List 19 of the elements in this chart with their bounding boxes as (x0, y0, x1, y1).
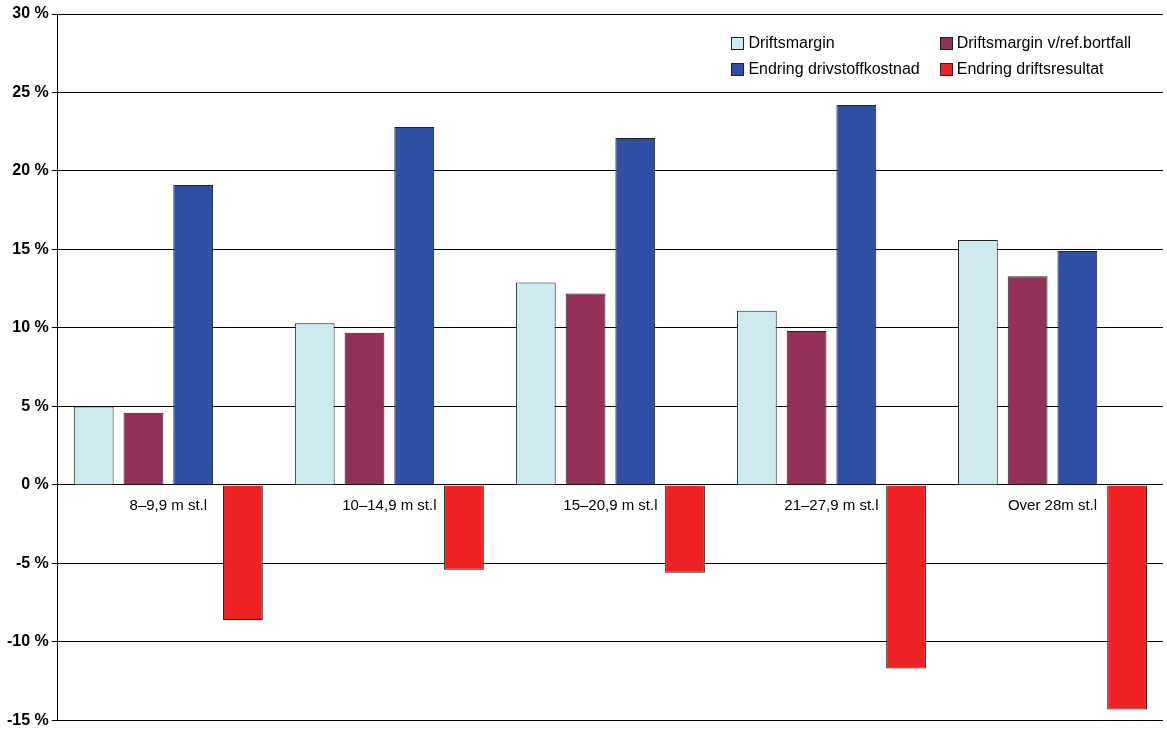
y-tick-label: 25 % (12, 82, 49, 100)
x-tick-label: 21–27,9 m st.l (784, 496, 879, 514)
y-tick-label: 10 % (12, 318, 49, 336)
y-tick-label: 5 % (21, 396, 49, 414)
x-tick-label: 10–14,9 m st.l (342, 496, 437, 514)
y-tick-label: -10 % (7, 632, 49, 650)
legend-label: Driftsmargin v/ref.bortfall (956, 34, 1131, 52)
x-tick-label: 15–20,9 m st.l (563, 496, 658, 514)
x-tick-label: Over 28m st.l (1007, 496, 1098, 514)
y-tick-label: 0 % (21, 475, 49, 493)
y-tick-label: -5 % (15, 553, 49, 571)
y-tick-label: -15 % (7, 710, 49, 728)
y-tick-label: 30 % (12, 4, 49, 22)
x-tick-label: 8–9,9 m st.l (129, 496, 208, 514)
legend-label: Endring drivstoffkostnad (748, 60, 920, 78)
legend-label: Driftsmargin (748, 34, 835, 52)
y-tick-label: 20 % (12, 161, 49, 179)
legend-label: Endring driftsresultat (956, 60, 1104, 78)
y-tick-label: 15 % (12, 239, 49, 257)
